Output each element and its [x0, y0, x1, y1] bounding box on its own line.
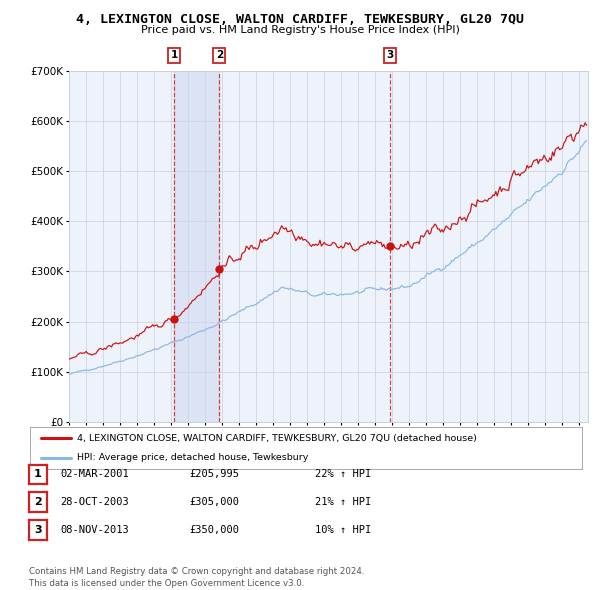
Bar: [174, 71, 219, 422]
Text: 3: 3: [34, 525, 41, 535]
Text: 02-MAR-2001: 02-MAR-2001: [60, 470, 129, 479]
Text: HPI: Average price, detached house, Tewkesbury: HPI: Average price, detached house, Tewk…: [77, 453, 308, 462]
Text: 1: 1: [170, 50, 178, 60]
Text: 4, LEXINGTON CLOSE, WALTON CARDIFF, TEWKESBURY, GL20 7QU: 4, LEXINGTON CLOSE, WALTON CARDIFF, TEWK…: [76, 13, 524, 26]
Text: Price paid vs. HM Land Registry's House Price Index (HPI): Price paid vs. HM Land Registry's House …: [140, 25, 460, 35]
Text: 08-NOV-2013: 08-NOV-2013: [60, 525, 129, 535]
Text: Contains HM Land Registry data © Crown copyright and database right 2024.
This d: Contains HM Land Registry data © Crown c…: [29, 568, 364, 588]
Text: 3: 3: [386, 50, 394, 60]
Text: 2: 2: [34, 497, 41, 507]
Text: 10% ↑ HPI: 10% ↑ HPI: [315, 525, 371, 535]
Text: £305,000: £305,000: [189, 497, 239, 507]
Text: 22% ↑ HPI: 22% ↑ HPI: [315, 470, 371, 479]
Text: 28-OCT-2003: 28-OCT-2003: [60, 497, 129, 507]
Text: £205,995: £205,995: [189, 470, 239, 479]
Text: 1: 1: [34, 470, 41, 479]
Text: 2: 2: [215, 50, 223, 60]
Text: £350,000: £350,000: [189, 525, 239, 535]
Text: 21% ↑ HPI: 21% ↑ HPI: [315, 497, 371, 507]
Text: 4, LEXINGTON CLOSE, WALTON CARDIFF, TEWKESBURY, GL20 7QU (detached house): 4, LEXINGTON CLOSE, WALTON CARDIFF, TEWK…: [77, 434, 477, 442]
